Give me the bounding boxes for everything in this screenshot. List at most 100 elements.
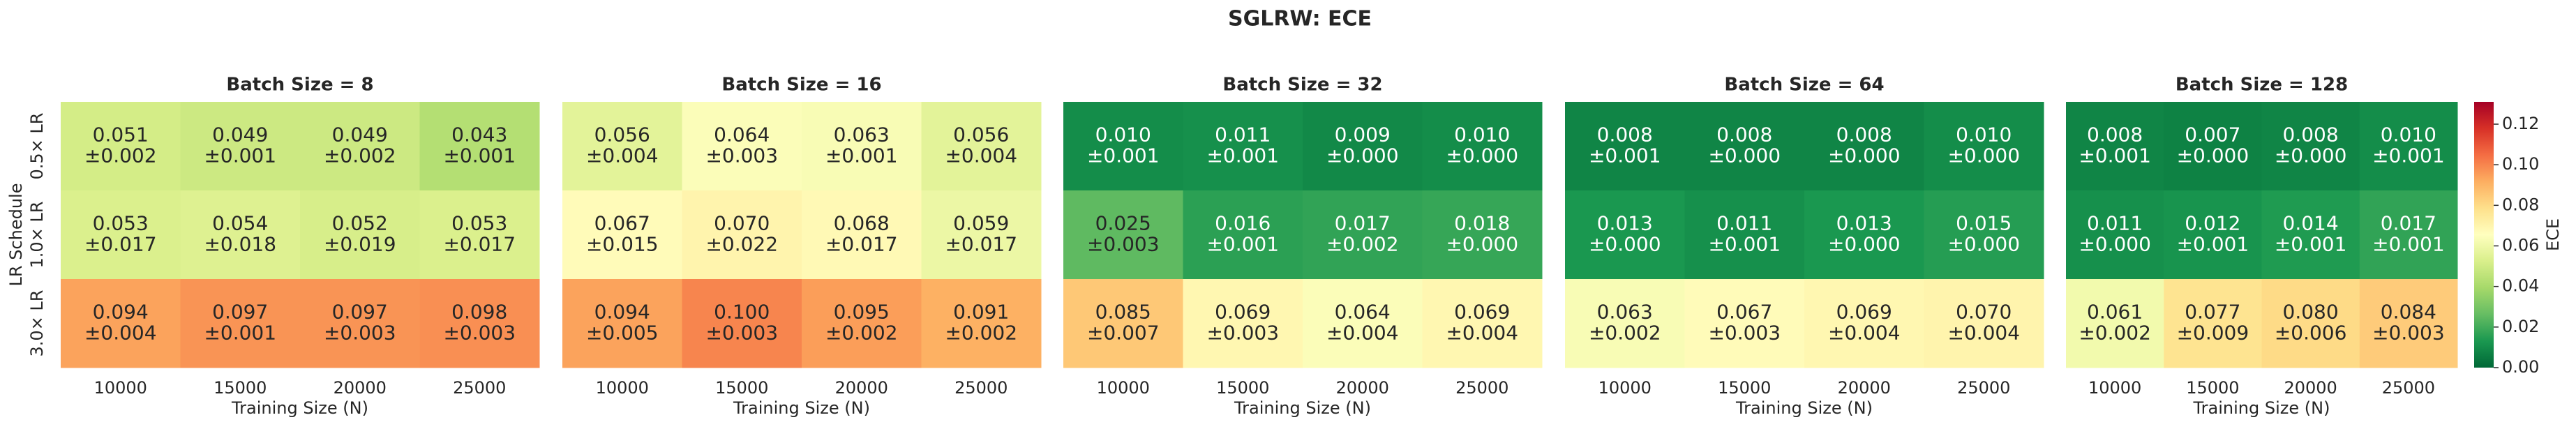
- cell-value: 0.063: [1597, 301, 1653, 324]
- x-tick-label: 10000: [94, 378, 147, 398]
- heatmap-cell: [921, 190, 1042, 280]
- cell-error: ±0.000: [1708, 144, 1781, 167]
- cell-error: ±0.015: [586, 233, 659, 256]
- panel-title: Batch Size = 128: [2176, 75, 2348, 96]
- x-tick-label: 15000: [214, 378, 267, 398]
- cell-value: 0.067: [594, 212, 650, 235]
- cell-error: ±0.000: [1828, 233, 1901, 256]
- cell-value: 0.053: [451, 212, 507, 235]
- cell-error: ±0.004: [1947, 322, 2020, 345]
- cell-value: 0.018: [1454, 212, 1510, 235]
- cell-value: 0.009: [1335, 123, 1391, 146]
- cell-value: 0.070: [714, 212, 770, 235]
- heatmap-cell: [2164, 279, 2262, 368]
- cell-value: 0.070: [1956, 301, 2012, 324]
- heatmap-cell: [562, 279, 682, 368]
- heatmap-cell: [61, 190, 181, 280]
- x-tick-label: 10000: [1598, 378, 1652, 398]
- cell-value: 0.008: [1836, 123, 1892, 146]
- cell-error: ±0.001: [1206, 144, 1279, 167]
- cell-value: 0.013: [1597, 212, 1653, 235]
- panel-title: Batch Size = 8: [226, 75, 373, 96]
- cell-error: ±0.002: [1589, 322, 1661, 345]
- x-tick-label: 20000: [1838, 378, 1891, 398]
- heatmap-cell: [419, 102, 540, 191]
- heatmap-cell: [1684, 190, 1805, 280]
- colorbar-tick-label: 0.04: [2502, 276, 2539, 296]
- x-tick-label: 25000: [954, 378, 1008, 398]
- cell-error: ±0.009: [2177, 322, 2249, 345]
- cell-error: ±0.003: [324, 322, 396, 345]
- cell-error: ±0.001: [2079, 144, 2151, 167]
- cell-error: ±0.001: [2275, 233, 2347, 256]
- cell-error: ±0.001: [1206, 233, 1279, 256]
- heatmap-cell: [2066, 102, 2164, 191]
- heatmap-cell: [1422, 102, 1543, 191]
- cell-error: ±0.004: [84, 322, 157, 345]
- heatmap-cell: [1924, 279, 2044, 368]
- cell-value: 0.077: [2185, 301, 2240, 324]
- colorbar: [2474, 102, 2494, 368]
- cell-value: 0.069: [1836, 301, 1892, 324]
- figure-title: SGLRW: ECE: [1228, 7, 1372, 31]
- heatmap-cell: [2066, 279, 2164, 368]
- cell-value: 0.052: [332, 212, 388, 235]
- cell-value: 0.056: [594, 123, 650, 146]
- cell-value: 0.013: [1836, 212, 1892, 235]
- cell-value: 0.049: [332, 123, 388, 146]
- heatmap-cell: [1303, 102, 1423, 191]
- heatmap-cell: [1924, 190, 2044, 280]
- x-tick-label: 25000: [1455, 378, 1508, 398]
- heatmap-cell: [419, 279, 540, 368]
- x-tick-label: 20000: [2284, 378, 2337, 398]
- heatmap-cell: [1565, 102, 1685, 191]
- cell-value: 0.068: [834, 212, 890, 235]
- cell-error: ±0.003: [2372, 322, 2445, 345]
- x-axis-label: Training Size (N): [1735, 398, 1873, 418]
- cell-error: ±0.003: [443, 322, 516, 345]
- cell-value: 0.016: [1215, 212, 1271, 235]
- heatmap-cell: [2164, 102, 2262, 191]
- x-tick-label: 15000: [1718, 378, 1771, 398]
- cell-error: ±0.003: [705, 144, 778, 167]
- cell-value: 0.085: [1095, 301, 1151, 324]
- cell-value: 0.069: [1454, 301, 1510, 324]
- cell-value: 0.059: [953, 212, 1009, 235]
- x-tick-label: 25000: [453, 378, 506, 398]
- y-tick-label: 1.0× LR: [27, 202, 47, 269]
- cell-error: ±0.003: [1206, 322, 1279, 345]
- cell-value: 0.012: [2185, 212, 2240, 235]
- cell-error: ±0.000: [1326, 144, 1399, 167]
- heatmap-cell: [300, 279, 420, 368]
- heatmap-cell: [61, 102, 181, 191]
- cell-error: ±0.002: [324, 144, 396, 167]
- cell-value: 0.069: [1215, 301, 1271, 324]
- cell-value: 0.051: [93, 123, 149, 146]
- heatmap-cell: [2261, 190, 2360, 280]
- cell-value: 0.094: [93, 301, 149, 324]
- cell-error: ±0.002: [2079, 322, 2151, 345]
- cell-error: ±0.022: [705, 233, 778, 256]
- cell-error: ±0.017: [84, 233, 157, 256]
- cell-error: ±0.002: [945, 322, 1017, 345]
- cell-error: ±0.004: [586, 144, 659, 167]
- heatmap-cell: [1804, 190, 1924, 280]
- heatmap-cell: [2359, 190, 2458, 280]
- cell-error: ±0.000: [1947, 233, 2020, 256]
- cell-error: ±0.019: [324, 233, 396, 256]
- cell-value: 0.080: [2283, 301, 2339, 324]
- colorbar-tick-label: 0.10: [2502, 154, 2539, 174]
- cell-error: ±0.004: [945, 144, 1017, 167]
- cell-value: 0.098: [451, 301, 507, 324]
- heatmap-cell: [1924, 102, 2044, 191]
- cell-error: ±0.001: [204, 322, 276, 345]
- cell-value: 0.008: [2087, 123, 2143, 146]
- cell-value: 0.091: [953, 301, 1009, 324]
- cell-error: ±0.000: [1446, 144, 1518, 167]
- x-tick-label: 15000: [2186, 378, 2239, 398]
- heatmap-cell: [682, 102, 802, 191]
- cell-value: 0.008: [1716, 123, 1772, 146]
- colorbar-label: ECE: [2543, 218, 2563, 251]
- heatmap-cell: [682, 279, 802, 368]
- cell-error: ±0.017: [825, 233, 898, 256]
